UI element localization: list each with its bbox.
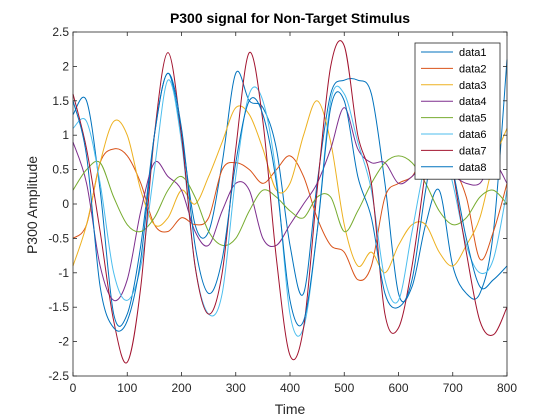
legend-entry: data4: [459, 96, 487, 108]
legend-entry: data6: [459, 129, 487, 141]
x-tick-label: 700: [443, 381, 463, 395]
legend-entry: data5: [459, 113, 487, 125]
x-tick-label: 100: [117, 381, 137, 395]
x-axis-label: Time: [275, 401, 306, 417]
legend-entry: data1: [459, 47, 487, 59]
y-tick-label: 1: [62, 128, 69, 142]
y-tick-label: -2: [58, 335, 69, 349]
legend-entry: data2: [459, 63, 487, 75]
ticks: 0 100 200 300 400 500 600 700 800 -2.5 -2 -1.5 -1 -0.…: [48, 25, 517, 395]
y-tick-label: 0.5: [52, 163, 69, 177]
series-line-data1: [72, 59, 508, 327]
legend-box: [414, 42, 501, 180]
y-tick-label: -1: [58, 266, 69, 280]
y-tick-label: 2: [62, 59, 69, 73]
y-tick-label: 1.5: [52, 94, 69, 108]
x-tick-label: 800: [497, 381, 517, 395]
legend-entry: data8: [459, 162, 487, 174]
y-axis-label: P300 Amplitude: [24, 156, 40, 254]
legend-entry: data3: [459, 80, 487, 92]
legend-entry: data7: [459, 145, 487, 157]
y-tick-label: -0.5: [48, 231, 69, 245]
y-tick-label: 0: [62, 197, 69, 211]
y-tick-label: -2.5: [48, 369, 69, 383]
series-line-data3: [72, 100, 508, 274]
x-tick-label: 600: [388, 381, 408, 395]
x-tick-label: 300: [226, 381, 246, 395]
x-tick-label: 400: [280, 381, 300, 395]
chart-title: P300 signal for Non-Target Stimulus: [170, 10, 410, 26]
x-tick-label: 0: [70, 381, 77, 395]
legend: data1 data2 data3 data4 data5 data6 data7 data8: [414, 42, 501, 180]
y-tick-label: 2.5: [52, 25, 69, 39]
x-tick-label: 200: [171, 381, 191, 395]
y-tick-label: -1.5: [48, 300, 69, 314]
x-tick-label: 500: [334, 381, 354, 395]
